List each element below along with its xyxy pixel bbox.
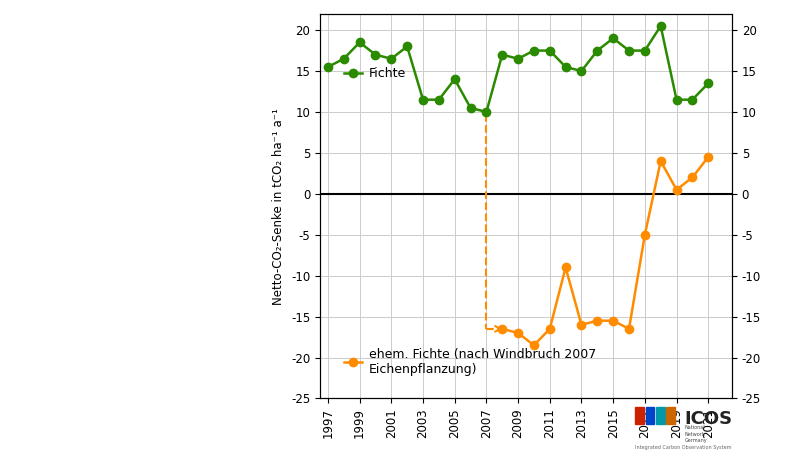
Bar [646, 407, 654, 424]
Legend: ehem. Fichte (nach Windbruch 2007
Eichenpflanzung): ehem. Fichte (nach Windbruch 2007 Eichen… [338, 343, 601, 381]
Text: Integrated Carbon Observation System: Integrated Carbon Observation System [635, 445, 732, 450]
Text: ICOS: ICOS [685, 410, 733, 428]
Y-axis label: Netto-CO₂-Senke in tCO₂ ha⁻¹ a⁻¹: Netto-CO₂-Senke in tCO₂ ha⁻¹ a⁻¹ [273, 108, 286, 305]
Bar [635, 407, 644, 424]
Text: National
Network
Germany: National Network Germany [685, 425, 707, 443]
Bar [656, 407, 665, 424]
Bar [666, 407, 675, 424]
